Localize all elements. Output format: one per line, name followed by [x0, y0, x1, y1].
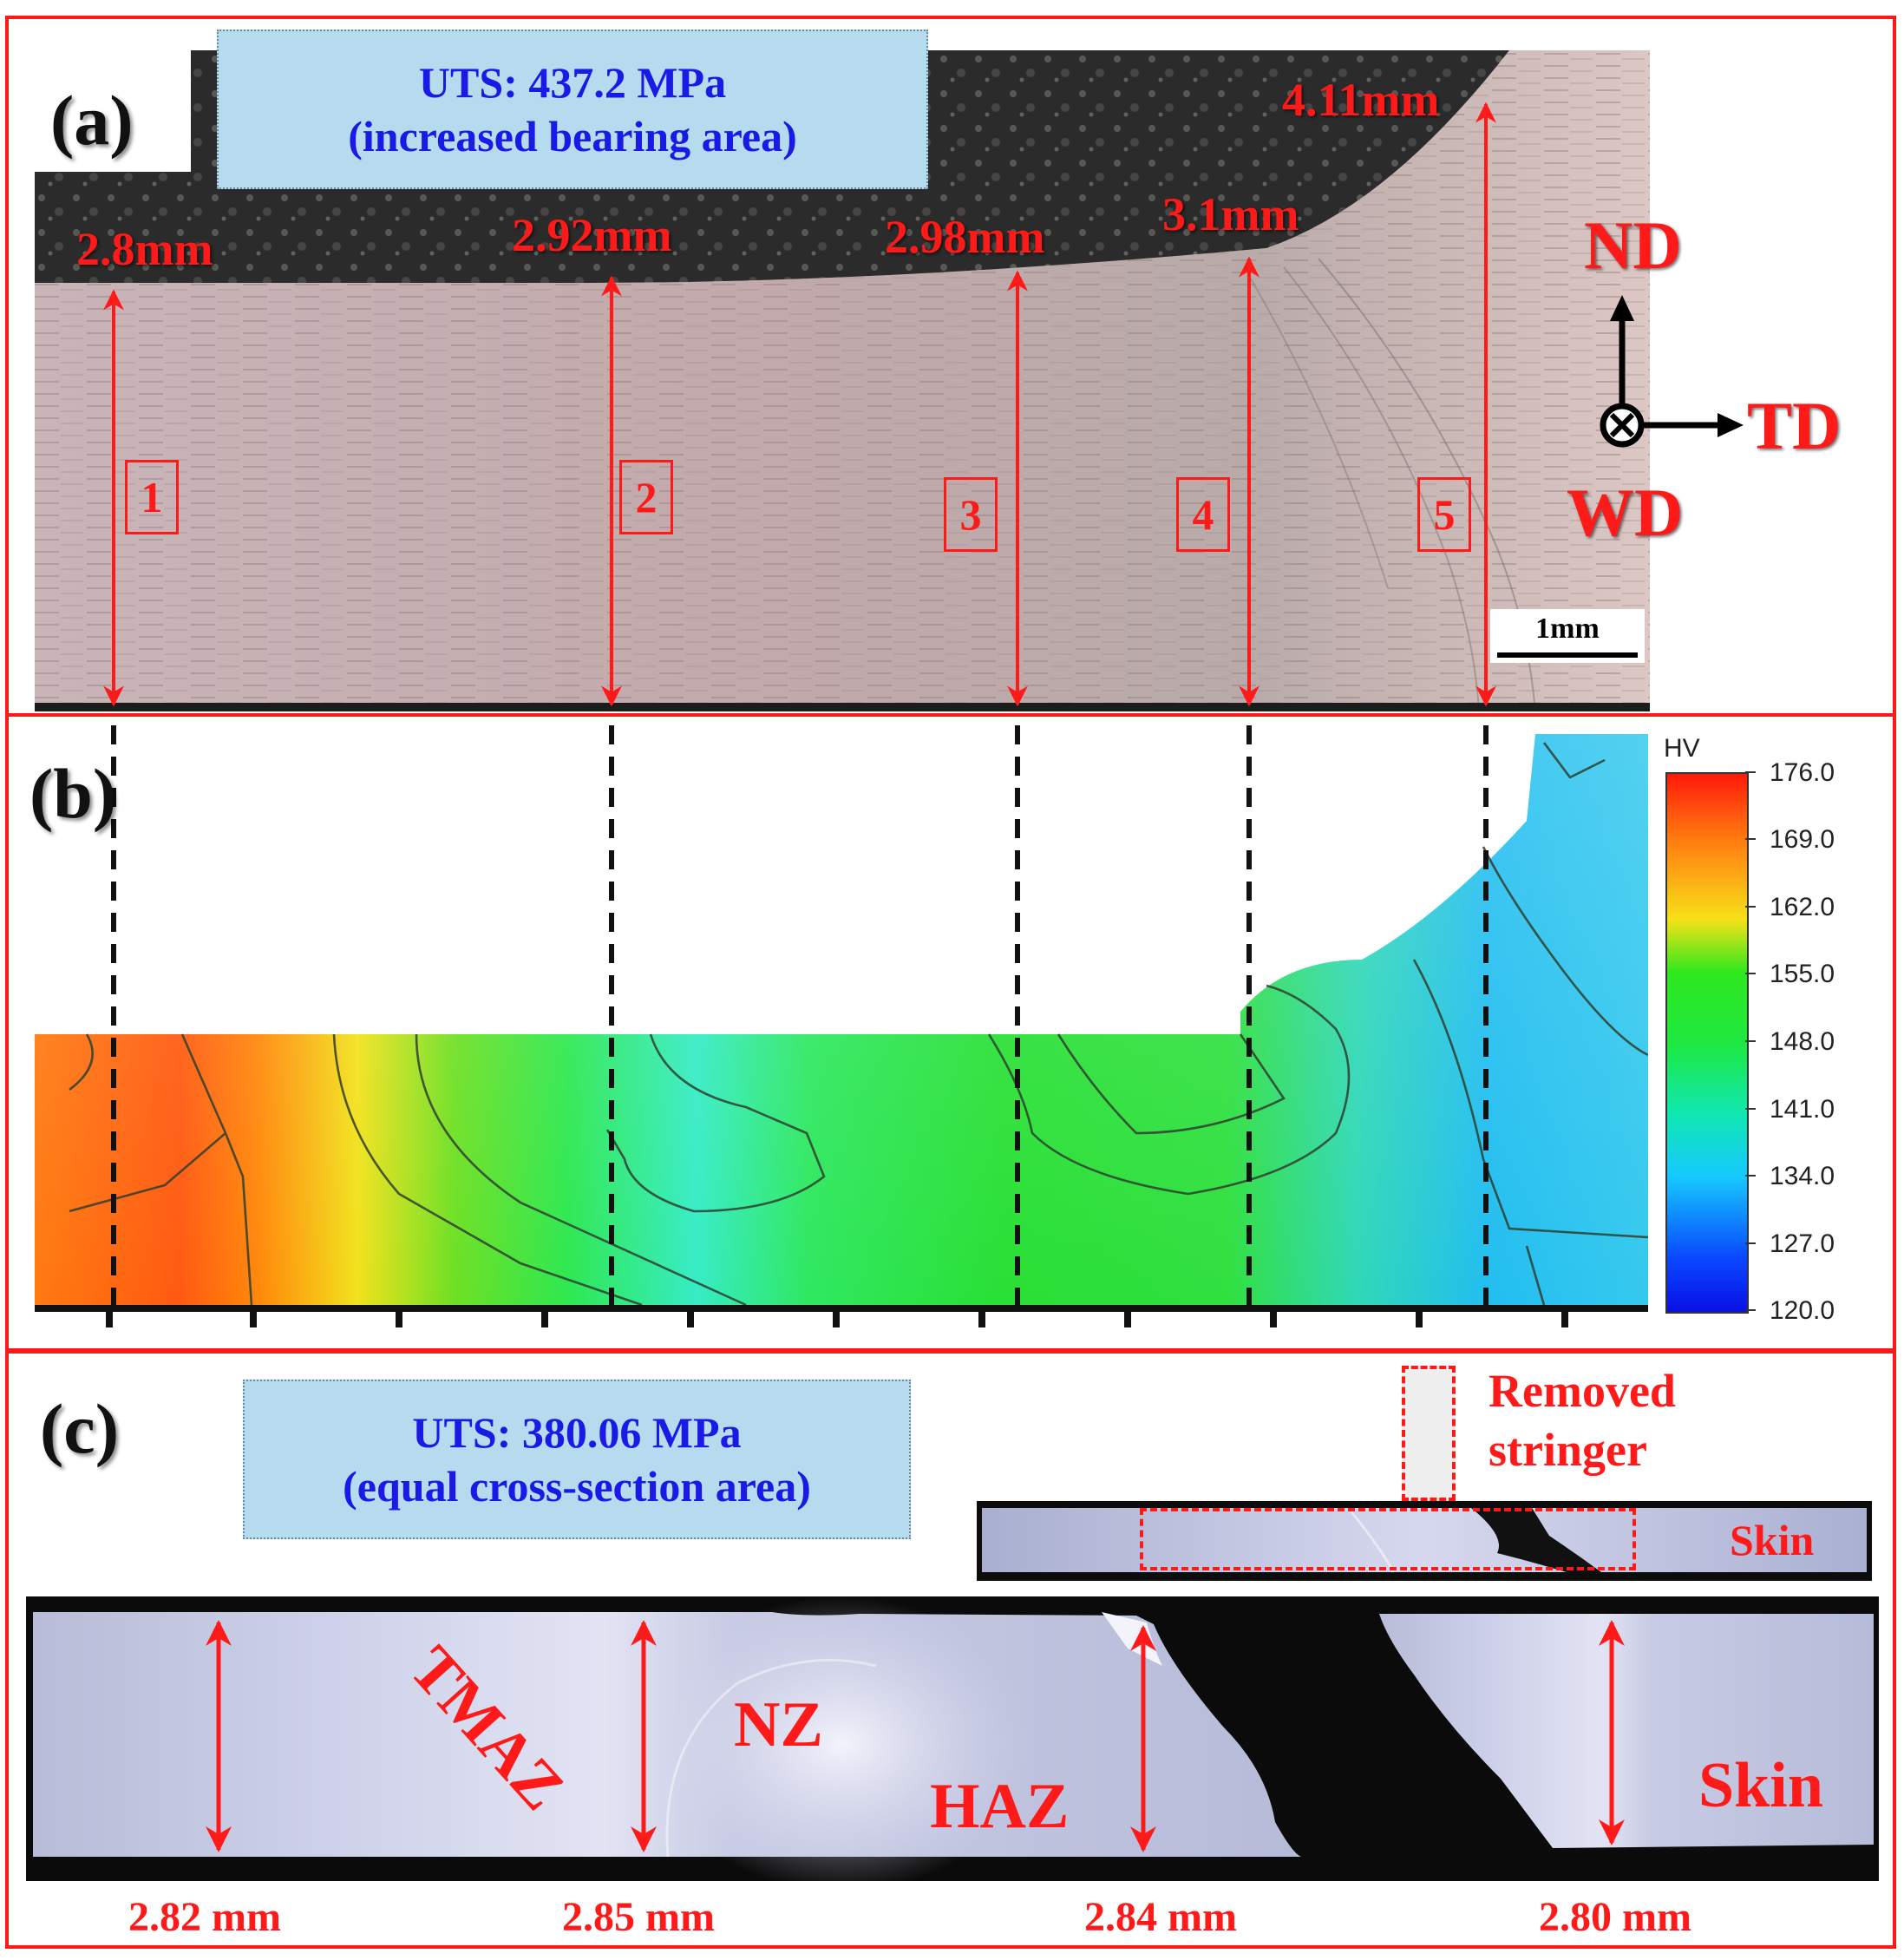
scale-bar-line [1497, 652, 1638, 658]
colorbar-tick-120: 120.0 [1770, 1296, 1835, 1325]
panel-a-label: (a) [50, 81, 134, 160]
position-box-1: 1 [125, 460, 179, 534]
colorbar-tick-marks [1745, 771, 1756, 1311]
position-guides [111, 725, 1489, 1306]
overview-strip [977, 1501, 1872, 1581]
colorbar-tick-169: 169.0 [1770, 825, 1835, 854]
thickness-c-1: 2.82 mm [128, 1894, 281, 1940]
panel-c-uts-value: UTS: 380.06 MPa [412, 1408, 742, 1457]
panel-a-uts-value: UTS: 437.2 MPa [418, 58, 727, 107]
overview-skin-label: Skin [1730, 1516, 1815, 1564]
panel-b-label: (b) [29, 754, 117, 833]
thickness-label-5: 4.11mm [1282, 74, 1440, 126]
axis-td-label: TD [1747, 388, 1842, 463]
panel-c-label: (c) [40, 1389, 120, 1468]
thickness-label-2: 2.92mm [512, 209, 672, 261]
colorbar-tick-155: 155.0 [1770, 960, 1835, 988]
colorbar-tick-141: 141.0 [1770, 1095, 1835, 1124]
thickness-c-3: 2.84 mm [1084, 1894, 1237, 1940]
thickness-label-4: 3.1mm [1162, 188, 1299, 240]
axis-nd-label: ND [1584, 207, 1682, 283]
thickness-arrows [103, 102, 1496, 707]
zone-label-nz: NZ [734, 1689, 823, 1760]
scale-bar: 1mm [1490, 609, 1645, 663]
colorbar-tick-134: 134.0 [1770, 1162, 1835, 1190]
zone-label-skin: Skin [1698, 1750, 1824, 1821]
thickness-c-2: 2.85 mm [562, 1894, 715, 1940]
removed-stringer-label-1: Removed [1489, 1365, 1676, 1417]
panel-a-label-bg [35, 50, 191, 172]
scale-bar-label: 1mm [1535, 613, 1600, 645]
position-box-2: 2 [619, 460, 673, 534]
colorbar-title: HV [1664, 734, 1700, 763]
removed-stringer-label-2: stringer [1489, 1424, 1647, 1476]
position-box-4: 4 [1176, 477, 1230, 552]
panel-c-uts-note: (equal cross-section area) [343, 1462, 811, 1511]
colorbar-tick-162: 162.0 [1770, 893, 1835, 921]
axis-wd-label: WD [1567, 475, 1684, 550]
colorbar-tick-127: 127.0 [1770, 1229, 1835, 1258]
panel-a-uts-note: (increased bearing area) [348, 112, 797, 161]
hv-colorbar [1665, 772, 1749, 1314]
overview-highlight-box [1140, 1508, 1636, 1570]
position-box-5: 5 [1417, 477, 1471, 552]
colorbar-tick-176: 176.0 [1770, 758, 1835, 787]
colorbar-tick-148: 148.0 [1770, 1027, 1835, 1056]
panel-c-uts-box: UTS: 380.06 MPa (equal cross-section are… [243, 1380, 911, 1539]
thickness-c-4: 2.80 mm [1539, 1894, 1691, 1940]
coordinate-axes-icon [1600, 295, 1744, 448]
position-box-3: 3 [944, 477, 998, 552]
thickness-label-1: 2.8mm [76, 223, 213, 275]
zone-label-haz: HAZ [930, 1771, 1070, 1842]
panel-c-micrograph [26, 1596, 1879, 1881]
hardness-map [35, 734, 1648, 1327]
removed-stringer-outline [1402, 1366, 1456, 1501]
panel-a-uts-box: UTS: 437.2 MPa (increased bearing area) [217, 29, 928, 189]
panel-c-thickness-arrows [206, 1620, 1625, 1852]
thickness-label-3: 2.98mm [885, 211, 1045, 263]
